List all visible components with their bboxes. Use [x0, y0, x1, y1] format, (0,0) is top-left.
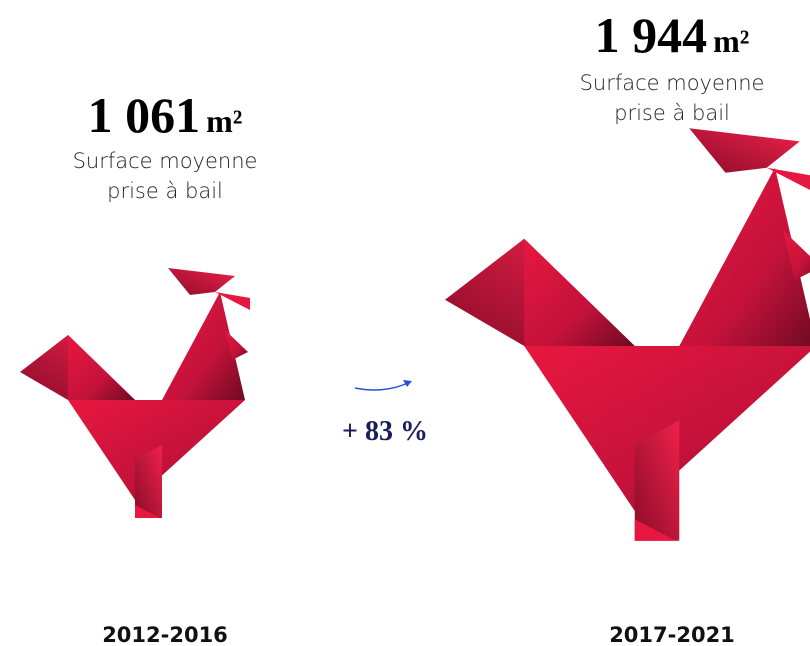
arrow-head — [403, 380, 412, 387]
caption-left: Surface moyenne — [73, 149, 258, 173]
text-part: 1 944 — [595, 7, 708, 63]
arrow — [355, 382, 410, 390]
caption-left: prise à bail — [107, 179, 223, 203]
text-part: m² — [713, 23, 749, 59]
change: + 83 % — [342, 416, 428, 447]
caption-right: Surface moyenne — [580, 71, 765, 95]
infographic: 1 061m² Surface moyenne prise à bail 1 9… — [0, 0, 810, 646]
canvas: 1 061m² Surface moyenne prise à bail 1 9… — [0, 0, 810, 646]
period-left: 2012-2016 — [102, 623, 228, 646]
text-part: 1 061 — [88, 87, 201, 143]
rooster-large — [445, 128, 810, 541]
period-right: 2017-2021 — [609, 623, 735, 646]
caption-right: prise à bail — [614, 101, 730, 125]
rooster-small — [20, 268, 250, 518]
text-part: m² — [206, 103, 242, 139]
